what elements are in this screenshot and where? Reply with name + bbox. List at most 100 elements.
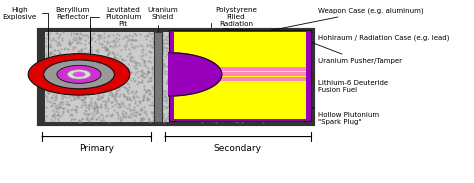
Point — [116, 94, 123, 97]
Point — [238, 58, 246, 61]
Point — [45, 59, 53, 62]
Point — [302, 85, 310, 88]
Point — [76, 120, 84, 123]
Point — [224, 88, 231, 91]
Point — [191, 109, 199, 112]
Point — [202, 49, 210, 52]
Point — [246, 91, 254, 94]
Point — [291, 56, 298, 59]
Point — [84, 68, 91, 71]
Point — [84, 120, 91, 123]
Point — [272, 54, 279, 57]
Point — [221, 110, 229, 113]
Point — [103, 109, 111, 112]
Point — [49, 62, 56, 65]
Point — [124, 92, 132, 95]
Point — [47, 46, 55, 48]
Point — [254, 110, 262, 113]
Point — [252, 103, 260, 106]
Point — [46, 62, 54, 65]
Point — [205, 59, 212, 62]
Point — [74, 94, 82, 97]
Point — [181, 116, 189, 119]
Point — [140, 64, 148, 66]
Point — [255, 73, 262, 76]
Point — [206, 65, 213, 68]
Point — [76, 76, 84, 79]
Point — [142, 91, 149, 94]
Point — [189, 32, 196, 35]
Point — [132, 70, 139, 73]
Point — [271, 75, 279, 78]
Point — [104, 52, 112, 55]
Point — [82, 46, 89, 49]
Point — [228, 83, 236, 86]
Point — [96, 115, 103, 118]
Point — [242, 44, 249, 47]
Point — [64, 111, 72, 114]
Point — [73, 33, 81, 36]
Point — [67, 99, 75, 102]
Point — [245, 120, 252, 123]
Point — [252, 68, 259, 70]
Point — [56, 104, 64, 107]
Point — [188, 117, 196, 119]
Point — [91, 107, 98, 109]
Point — [85, 89, 93, 92]
Point — [279, 89, 286, 92]
Point — [187, 73, 194, 76]
Point — [130, 65, 137, 68]
Point — [233, 106, 241, 109]
Point — [277, 102, 284, 105]
Point — [299, 44, 306, 47]
Point — [169, 79, 176, 82]
Point — [296, 57, 304, 60]
Point — [200, 83, 207, 86]
Point — [170, 98, 178, 101]
Point — [237, 40, 244, 43]
Point — [96, 57, 103, 60]
Point — [234, 70, 242, 73]
Point — [263, 119, 270, 122]
Point — [304, 70, 311, 72]
Point — [52, 77, 60, 80]
Point — [65, 38, 73, 41]
Point — [61, 68, 69, 71]
Point — [46, 53, 54, 56]
Point — [269, 114, 277, 117]
Point — [123, 87, 131, 90]
Point — [238, 90, 246, 93]
Point — [150, 88, 157, 91]
Point — [286, 83, 294, 86]
Point — [248, 63, 255, 66]
Point — [303, 108, 310, 111]
Point — [116, 81, 123, 83]
Point — [237, 107, 245, 110]
Point — [112, 37, 119, 40]
Point — [255, 63, 262, 66]
Point — [171, 38, 178, 41]
Point — [64, 47, 72, 50]
Point — [81, 58, 88, 61]
Point — [203, 83, 210, 86]
Point — [202, 47, 210, 50]
Point — [97, 119, 105, 122]
Point — [270, 57, 277, 60]
Point — [219, 44, 226, 47]
Point — [296, 63, 303, 66]
Point — [276, 74, 283, 77]
Point — [98, 113, 105, 116]
Point — [192, 60, 200, 63]
Point — [286, 78, 294, 81]
Point — [113, 53, 121, 56]
Point — [87, 53, 95, 56]
Point — [41, 63, 49, 66]
Point — [151, 99, 159, 102]
Point — [193, 115, 201, 118]
Point — [84, 76, 92, 79]
Point — [180, 50, 188, 53]
Point — [197, 98, 204, 101]
Point — [101, 104, 109, 107]
Point — [111, 42, 118, 44]
Point — [71, 45, 79, 48]
